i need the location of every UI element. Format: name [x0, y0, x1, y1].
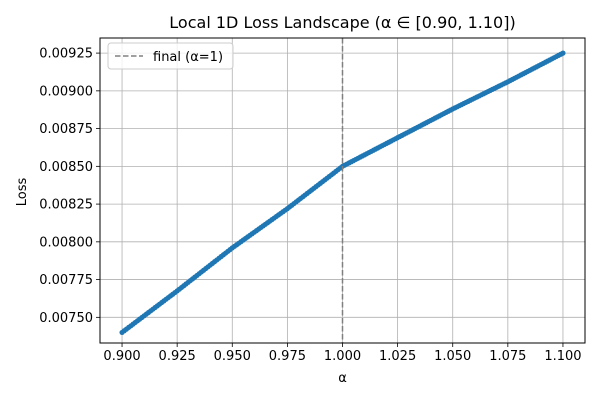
legend: final (α=1) [107, 42, 234, 70]
legend-box [107, 42, 234, 70]
y-axis-label: Loss [15, 178, 30, 207]
x-tick-label: 1.000 [324, 349, 361, 364]
y-tick-label: 0.00875 [39, 122, 93, 137]
y-tick-label: 0.00800 [39, 235, 93, 250]
legend-entry-final: final (α=1) [153, 50, 223, 65]
tick-layer: 0.900 0.925 0.950 0.975 1.000 1.025 1.050 1.075… [39, 47, 581, 364]
x-axis-label: α [338, 371, 347, 386]
x-tick-label: 0.925 [159, 349, 196, 364]
x-tick-label: 1.100 [544, 349, 581, 364]
x-tick-label: 1.075 [489, 349, 526, 364]
y-tick-label: 0.00925 [39, 47, 93, 62]
x-tick-label: 1.050 [434, 349, 471, 364]
y-tick-label: 0.00750 [39, 311, 93, 326]
series-layer [119, 50, 566, 336]
x-tick-label: 0.950 [214, 349, 251, 364]
chart-title: Local 1D Loss Landscape (α ∈ [0.90, 1.10… [169, 13, 515, 32]
y-tick-label: 0.00775 [39, 273, 93, 288]
x-tick-label: 0.900 [103, 349, 140, 364]
x-tick-label: 0.975 [269, 349, 306, 364]
loss-point [560, 50, 566, 56]
y-tick-label: 0.00825 [39, 198, 93, 213]
y-tick-label: 0.00900 [39, 84, 93, 99]
x-tick-label: 1.025 [379, 349, 416, 364]
y-tick-label: 0.00850 [39, 160, 93, 175]
